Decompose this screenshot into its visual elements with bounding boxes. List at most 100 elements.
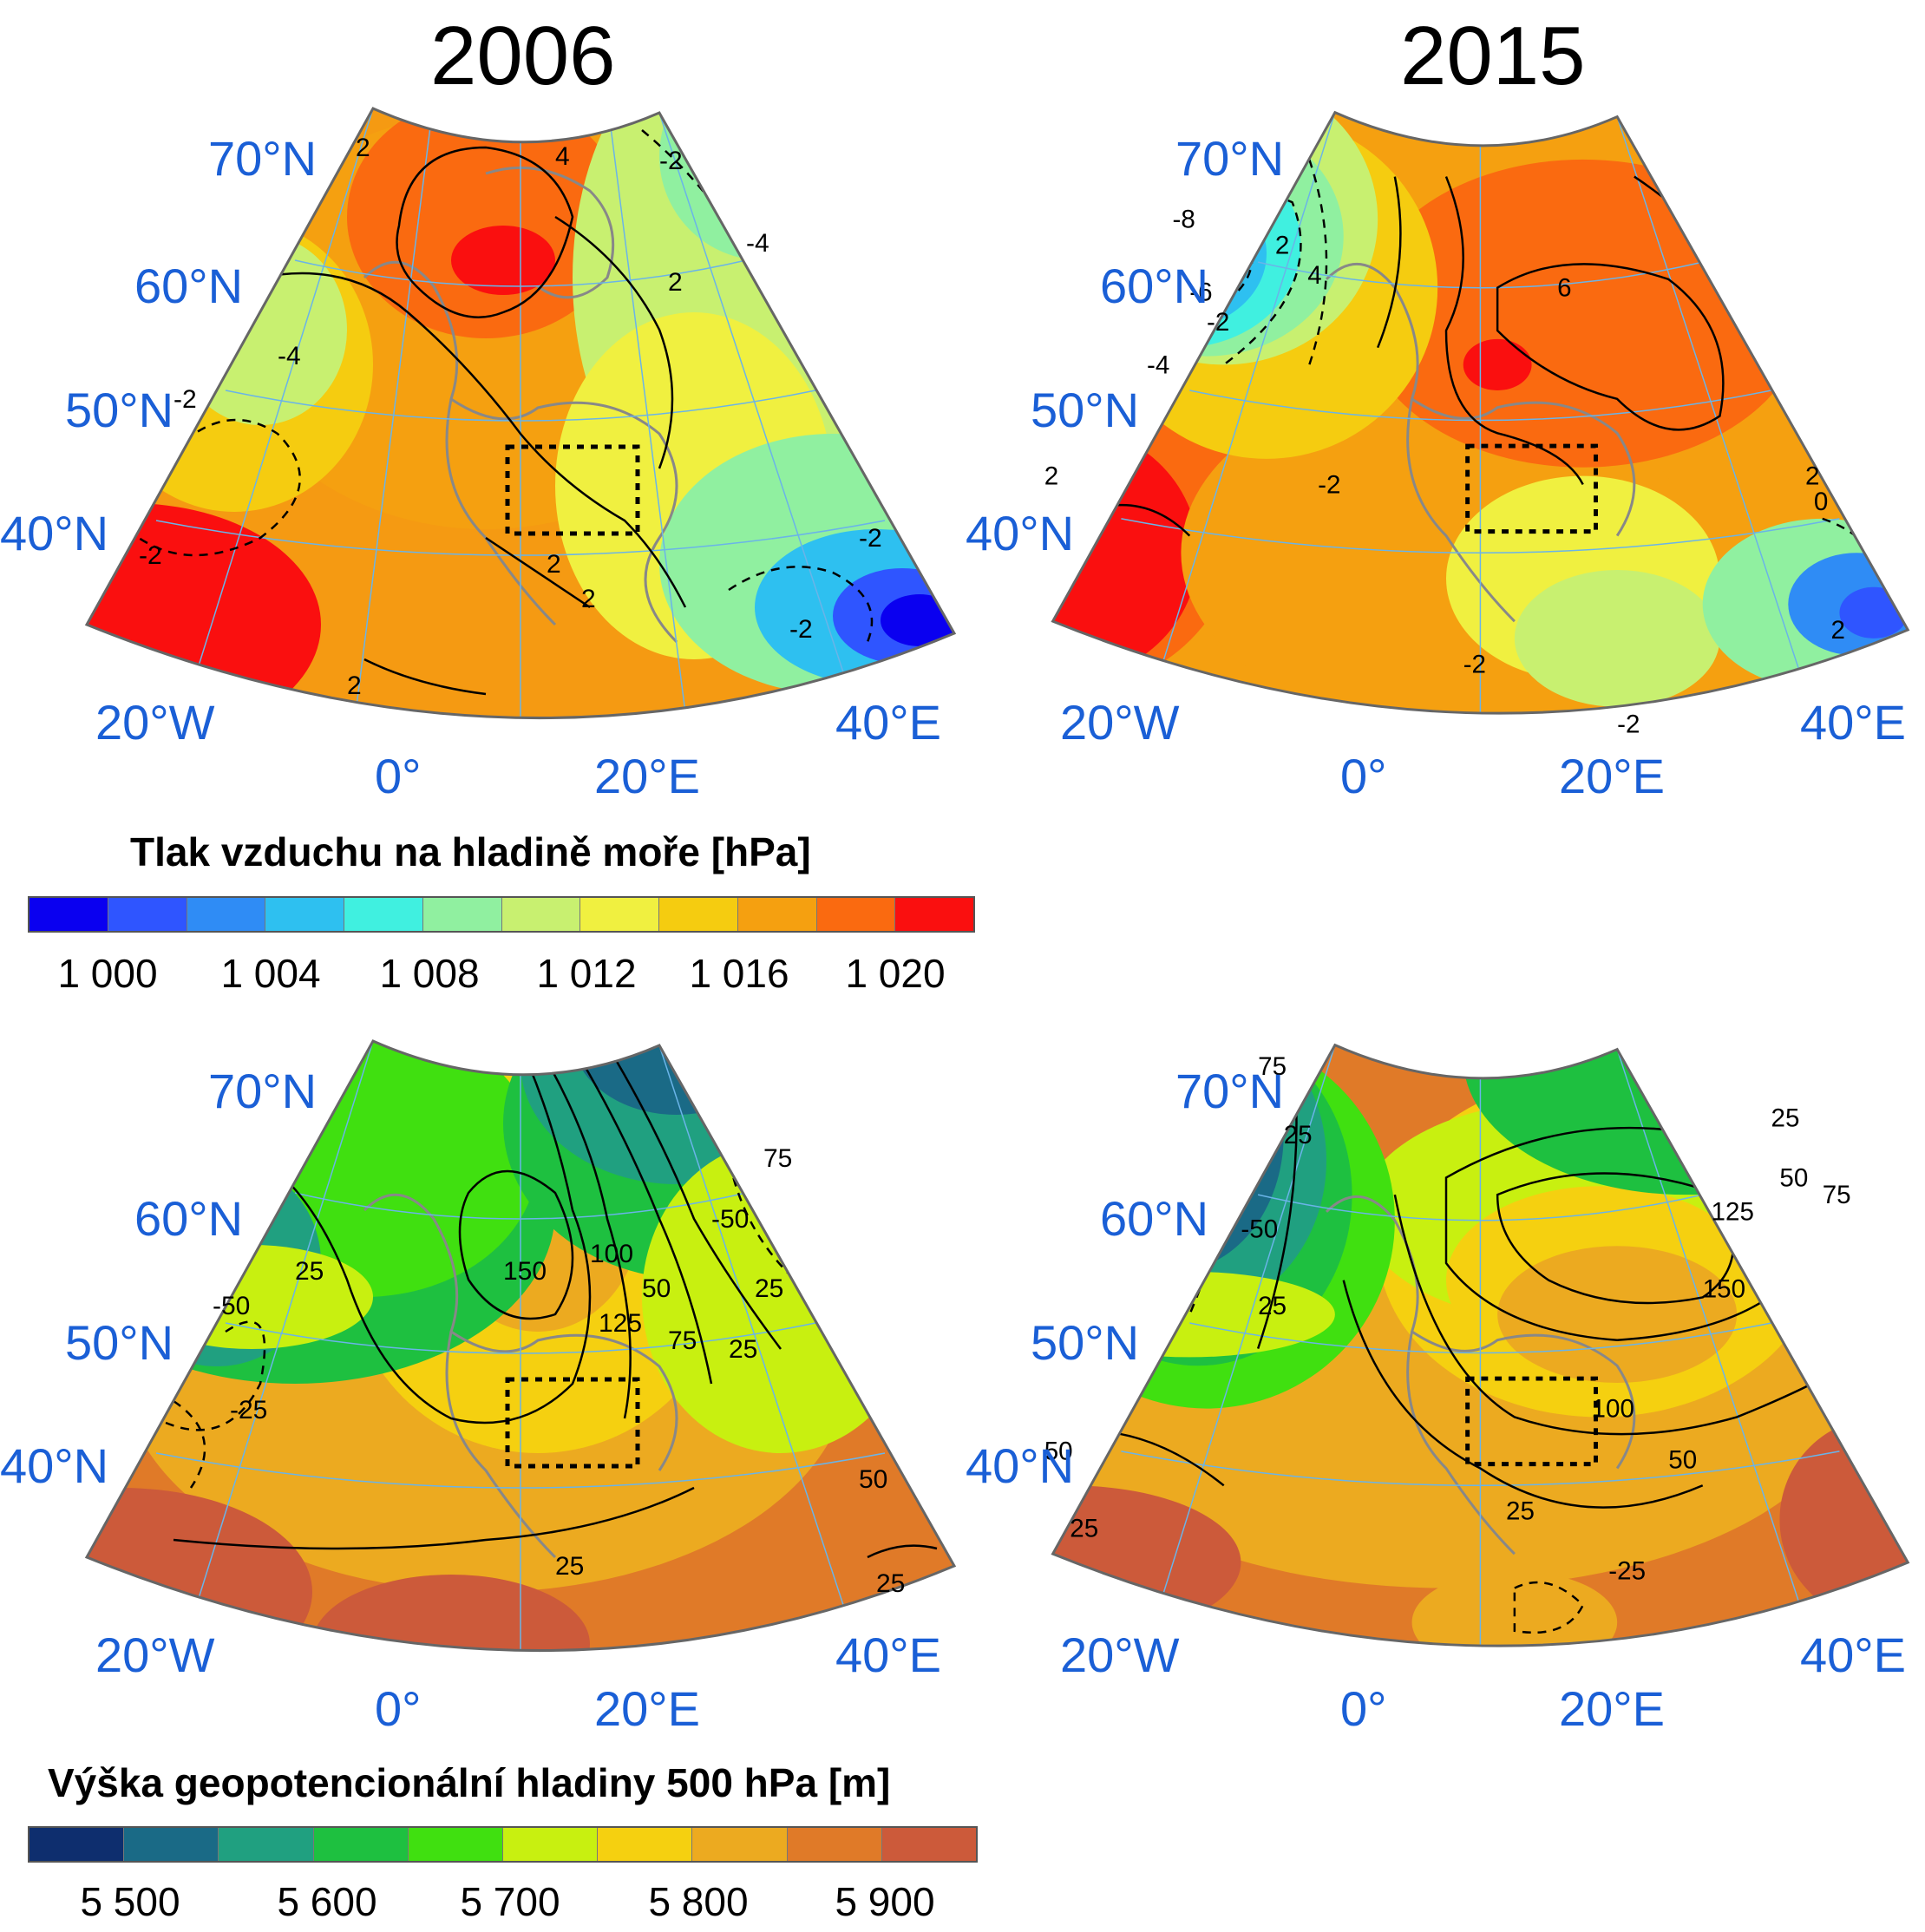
panel-title-2015: 2015	[1400, 10, 1586, 102]
contour-label: -2	[174, 385, 197, 414]
contour-label: -4	[1147, 350, 1169, 379]
legend-slp-swatch-7	[580, 898, 659, 931]
contour-label: 50	[1779, 1163, 1808, 1192]
lat-label-50n: 50°N	[1031, 1315, 1140, 1370]
legend-z500-tick: 5 800	[648, 1879, 749, 1924]
contour-label: -50	[711, 1205, 749, 1234]
legend-slp-swatch-1	[108, 898, 187, 931]
legend-z500-swatch-6	[598, 1828, 693, 1861]
lat-label-70n: 70°N	[1175, 131, 1285, 186]
contour-label: 2	[356, 134, 370, 162]
legend-z500-swatch-4	[408, 1828, 504, 1861]
lat-label-40n: 40°N	[0, 1438, 109, 1493]
contour-label: -2	[1207, 308, 1229, 337]
contour-label: 2	[1805, 462, 1819, 490]
contour-label: 2	[347, 671, 362, 700]
lat-label-50n: 50°N	[1031, 383, 1140, 437]
legend-slp-colorbar	[28, 896, 975, 933]
lon-label-40e: 40°E	[835, 1627, 942, 1682]
contour-label: 25	[295, 1257, 324, 1286]
contour-label: 75	[1258, 1052, 1287, 1081]
legend-slp-swatch-3	[265, 898, 344, 931]
map-z500-2006: 25 -50 -25 150 100 125 50 75 -50 25 25 7…	[84, 1039, 957, 1653]
contour-label: 125	[1712, 1198, 1754, 1227]
contour-label: -2	[789, 615, 813, 644]
contour-label: 75	[1823, 1181, 1851, 1209]
contour-label: 4	[1307, 261, 1321, 290]
legend-z500-title: Výška geopotencionální hladiny 500 hPa […	[48, 1760, 891, 1805]
legend-z500-swatch-5	[503, 1828, 599, 1861]
legend-slp-swatch-4	[344, 898, 423, 931]
contour-label: -25	[230, 1396, 267, 1424]
contour-label: -6	[1189, 278, 1212, 306]
lat-label-40n: 40°N	[966, 506, 1075, 560]
legend-slp-swatch-11	[895, 898, 973, 931]
contour-label: 2	[668, 268, 683, 297]
lat-label-60n: 60°N	[1100, 1191, 1209, 1246]
contour-label: 100	[1592, 1394, 1634, 1423]
contour-label: 2	[1044, 462, 1058, 490]
contour-label: 25	[729, 1335, 757, 1364]
legend-z500-swatch-2	[219, 1828, 314, 1861]
lon-label-0: 0°	[375, 1681, 422, 1736]
contour-label: 25	[755, 1274, 783, 1303]
panel-title-2006: 2006	[430, 10, 616, 102]
lon-label-0: 0°	[1340, 1681, 1387, 1736]
legend-z500-tick: 5 600	[277, 1879, 377, 1924]
contour-label: -2	[1617, 710, 1640, 738]
contour-label: -4	[278, 342, 301, 370]
legend-slp-swatch-8	[659, 898, 738, 931]
contour-label: 75	[763, 1144, 792, 1173]
lon-label-20e: 20°E	[1559, 1681, 1666, 1736]
contour-label: 0	[1814, 488, 1828, 516]
contour-label: 25	[1070, 1514, 1098, 1542]
legend-z500-swatch-0	[29, 1828, 125, 1861]
lat-label-60n: 60°N	[134, 259, 244, 313]
contour-label: -2	[1318, 470, 1340, 499]
legend-slp-tick: 1 016	[689, 951, 789, 996]
map-z500-2015: 75 25 -50 25 25 50 75 125 150 100 50 25 …	[1044, 1043, 1910, 1647]
legend-slp-tick: 1 008	[379, 951, 480, 996]
legend-slp-swatch-0	[29, 898, 108, 931]
contour-label: 25	[1506, 1497, 1535, 1526]
contour-label: 25	[876, 1569, 905, 1598]
contour-label: -50	[213, 1292, 250, 1320]
contour-label: 2	[547, 550, 561, 579]
legend-slp-title: Tlak vzduchu na hladině moře [hPa]	[130, 829, 811, 874]
lon-label-20w: 20°W	[95, 695, 215, 750]
legend-slp-swatch-5	[422, 898, 502, 931]
lon-label-40e: 40°E	[835, 695, 942, 750]
legend-z500-tick: 5 700	[460, 1879, 560, 1924]
contour-label: 4	[555, 142, 570, 171]
lat-label-70n: 70°N	[208, 131, 318, 186]
legend-z500-tick: 5 500	[80, 1879, 180, 1924]
contour-label: 75	[668, 1326, 697, 1355]
lon-label-40e: 40°E	[1800, 695, 1907, 750]
legend-slp-tick: 1 004	[220, 951, 321, 996]
contour-label: -4	[746, 229, 769, 258]
lat-label-70n: 70°N	[1175, 1064, 1285, 1118]
contour-label: 50	[642, 1274, 671, 1303]
legend-slp-tick: 1 000	[57, 951, 158, 996]
lat-label-50n: 50°N	[65, 383, 174, 437]
contour-label: -50	[1241, 1215, 1278, 1243]
lat-label-40n: 40°N	[966, 1438, 1075, 1493]
contour-label: -2	[139, 541, 162, 570]
lat-label-50n: 50°N	[65, 1315, 174, 1370]
contour-label: 50	[1044, 1438, 1073, 1466]
contour-label: 100	[590, 1240, 633, 1268]
contour-label: -2	[1463, 650, 1486, 678]
contour-label: 25	[555, 1552, 584, 1581]
legend-slp-swatch-10	[816, 898, 896, 931]
contour-label: 2	[1275, 231, 1289, 259]
lon-label-20e: 20°E	[594, 1681, 701, 1736]
contour-label: 2	[1831, 616, 1845, 645]
lon-label-0: 0°	[375, 749, 422, 803]
study-area-box	[505, 1377, 640, 1469]
contour-label: 2	[581, 585, 596, 613]
contour-label: 50	[859, 1465, 887, 1494]
legend-slp-tick: 1 020	[845, 951, 946, 996]
contour-label: -8	[1173, 206, 1195, 234]
legend-slp-swatch-6	[501, 898, 581, 931]
lat-label-60n: 60°N	[134, 1191, 244, 1246]
